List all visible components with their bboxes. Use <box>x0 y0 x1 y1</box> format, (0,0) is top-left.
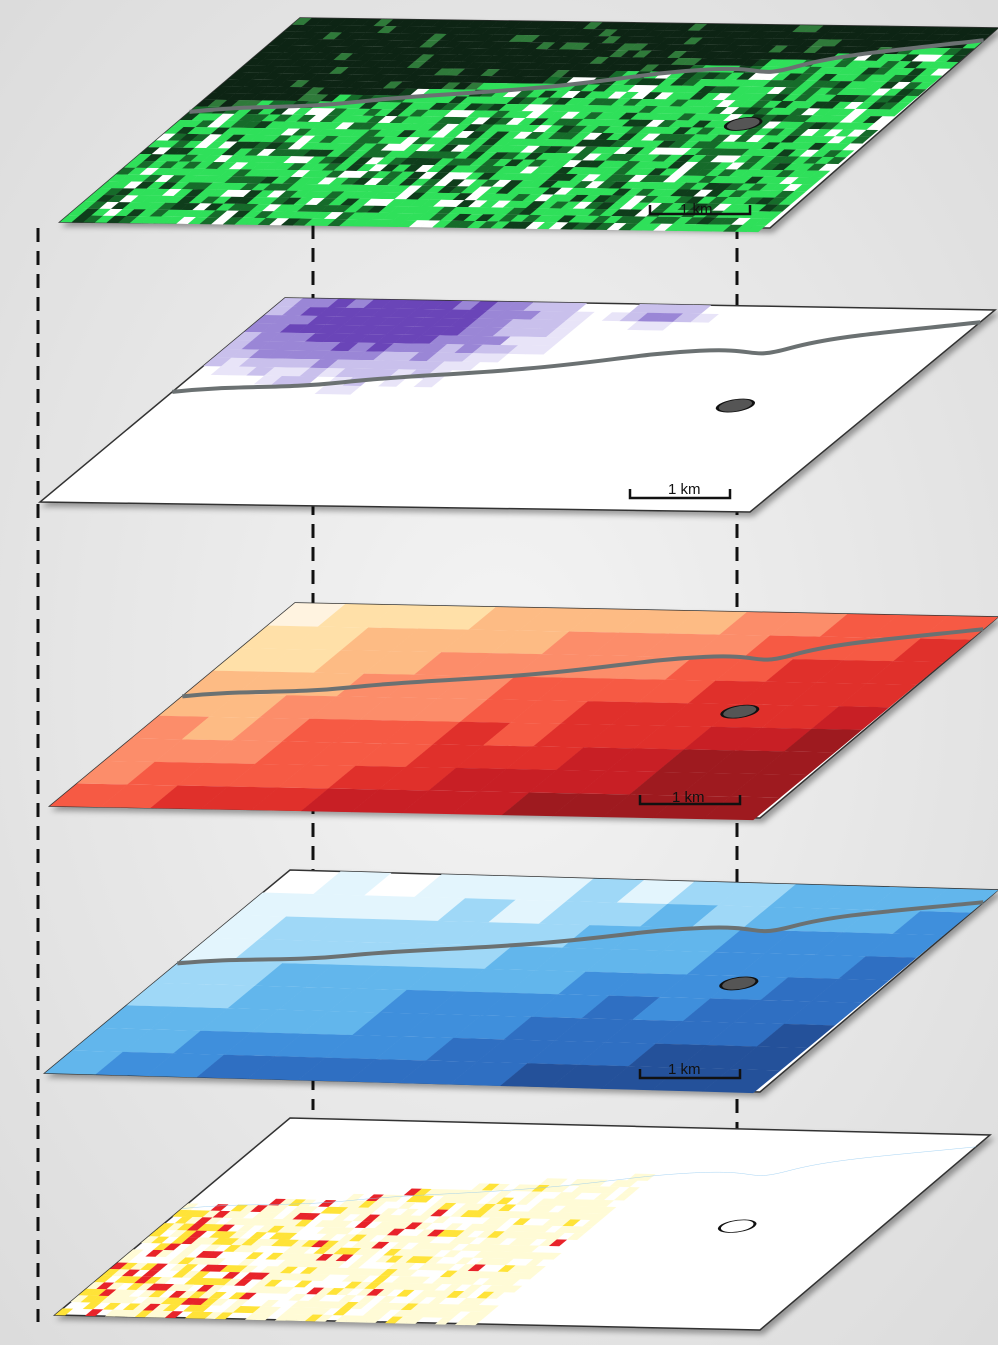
layer-stack-diagram: 1 km 1 km 1 km 1 km <box>0 0 998 1345</box>
scale-label: 1 km <box>668 481 701 498</box>
scale-label: 1 km <box>680 201 713 218</box>
scale-label: 1 km <box>668 1061 701 1078</box>
scale-label: 1 km <box>672 789 705 806</box>
